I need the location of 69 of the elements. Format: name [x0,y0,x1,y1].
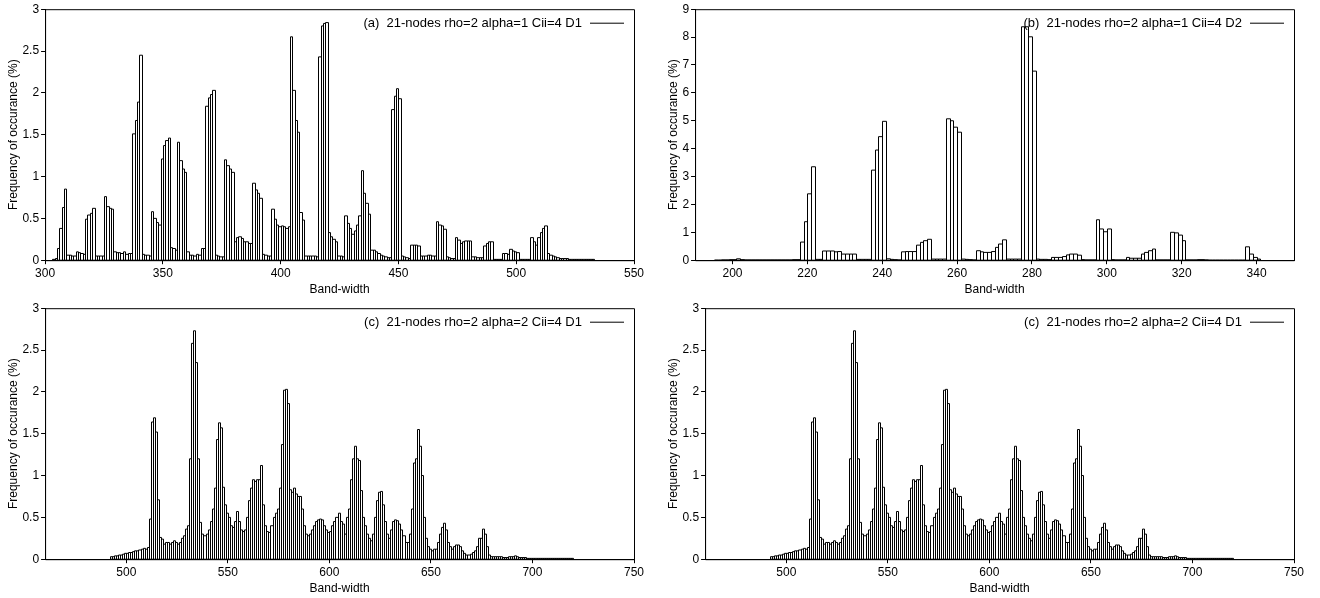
y-tick-label: 3 [682,168,690,183]
x-tick-label: 500 [506,265,527,280]
y-tick-label: 7 [682,57,690,72]
y-tick-label: 1 [32,467,40,482]
x-tick-label: 320 [1171,265,1193,280]
y-tick-label: 2.5 [22,342,40,357]
legend-label: (c) 21-nodes rho=2 alpha=2 Cii=4 D1 [364,313,582,329]
x-tick-label: 500 [776,564,797,579]
y-tick-label: 2.5 [22,43,40,58]
x-tick-label: 450 [388,265,409,280]
x-axis-title: Band-width [964,282,1025,297]
y-tick-label: 9 [682,1,690,16]
y-tick-label: 0 [32,551,40,566]
x-tick-label: 300 [1096,265,1118,280]
y-axis-title: Frequency of occurance (%) [665,59,680,211]
y-tick-label: 5 [682,113,690,128]
x-tick-label: 350 [152,265,174,280]
x-tick-label: 600 [979,564,1000,579]
x-tick-label: 550 [623,265,645,280]
x-tick-label: 220 [797,265,818,280]
y-tick-label: 2.5 [682,342,700,357]
y-axis-title: Frequency of occurance (%) [5,358,20,510]
x-tick-label: 240 [872,265,893,280]
y-tick-label: 0 [682,252,690,267]
x-tick-label: 650 [1080,564,1102,579]
y-tick-label: 0.5 [22,210,40,225]
x-tick-label: 650 [420,564,442,579]
x-tick-label: 200 [722,265,743,280]
y-tick-label: 1.5 [22,127,40,142]
y-tick-label: 0 [692,551,700,566]
y-tick-label: 0 [32,252,40,267]
x-tick-label: 280 [1021,265,1043,280]
y-tick-label: 2 [32,384,40,399]
y-tick-label: 2 [682,196,690,211]
y-tick-label: 3 [32,300,40,315]
x-tick-label: 500 [116,564,137,579]
y-tick-label: 8 [682,29,690,44]
y-tick-label: 3 [692,300,700,315]
y-tick-label: 1.5 [682,426,700,441]
x-tick-label: 700 [522,564,543,579]
y-tick-label: 1 [682,224,690,239]
x-axis-title: Band-width [309,581,370,596]
legend-label: (c) 21-nodes rho=2 alpha=2 Cii=4 D1 [1024,313,1242,329]
y-tick-label: 2 [32,85,40,100]
y-tick-label: 3 [32,1,40,16]
x-tick-label: 300 [35,265,56,280]
x-tick-label: 340 [1246,265,1267,280]
x-axis-title: Band-width [969,581,1030,596]
x-tick-label: 700 [1182,564,1203,579]
y-tick-label: 0.5 [682,509,700,524]
x-axis-title: Band-width [309,282,370,297]
x-tick-label: 750 [623,564,645,579]
y-axis-title: Frequency of occurance (%) [5,59,20,211]
x-tick-label: 750 [1283,564,1305,579]
y-tick-label: 2 [692,384,700,399]
x-tick-label: 260 [947,265,968,280]
x-tick-label: 400 [270,265,291,280]
y-tick-label: 6 [682,85,690,100]
y-tick-label: 1 [692,467,700,482]
y-tick-label: 4 [682,140,690,155]
x-tick-label: 600 [319,564,340,579]
y-tick-label: 1.5 [22,426,40,441]
x-tick-label: 550 [877,564,899,579]
y-tick-label: 1 [32,168,40,183]
legend-label: (a) 21-nodes rho=2 alpha=1 Cii=4 D1 [363,14,582,30]
legend-label: (b) 21-nodes rho=2 alpha=1 Cii=4 D2 [1023,14,1242,30]
y-tick-label: 0.5 [22,509,40,524]
y-axis-title: Frequency of occurance (%) [665,358,680,510]
x-tick-label: 550 [217,564,239,579]
